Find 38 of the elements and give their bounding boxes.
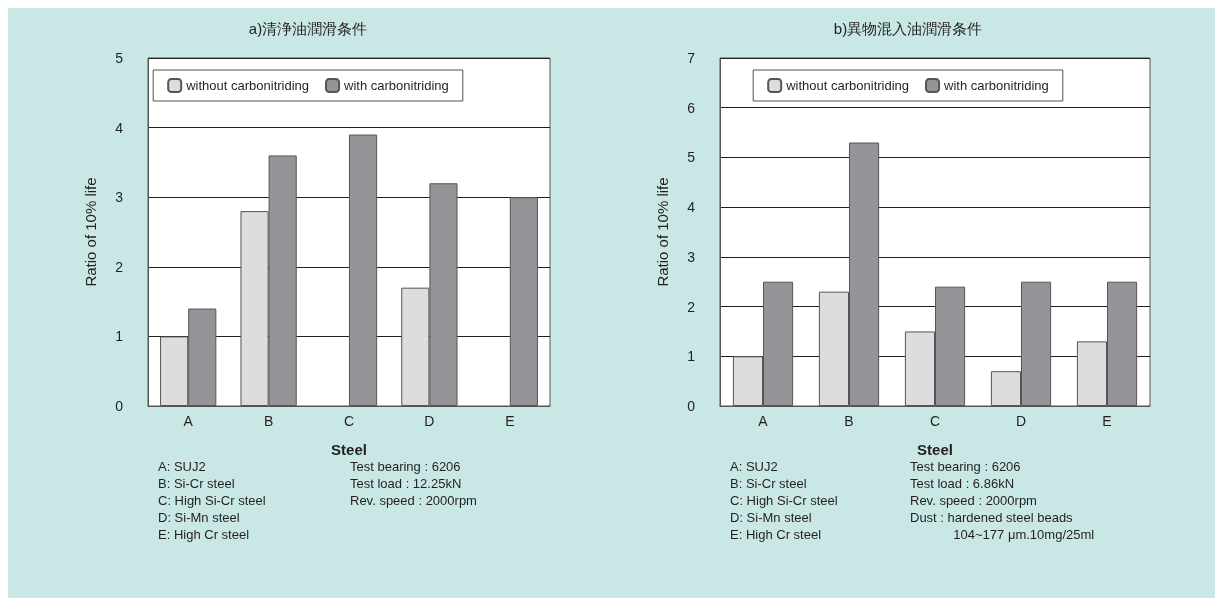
x-tick-label: B [263, 413, 274, 429]
x-tick-label: D [1015, 413, 1027, 429]
y-tick-label: 0 [115, 398, 124, 414]
x-tick-label: B [844, 413, 854, 429]
text: Test bearing : 6206 Test load : 12.25kN Rev. speed : 2000rpm [350, 459, 477, 508]
y-tick-label: 5 [115, 50, 124, 66]
y-tick-label: 1 [115, 328, 124, 345]
y-tick-label: 4 [115, 119, 124, 136]
chart-title: a)清浄油潤滑条件 [248, 20, 368, 37]
y-tick-label: 1 [687, 348, 696, 365]
x-tick-label: E [505, 413, 515, 429]
x-tick-label: A [183, 413, 194, 429]
y-tick-label: 6 [687, 99, 696, 116]
legend-label: without carbonitriding [185, 78, 310, 93]
x-tick-label: E [1102, 413, 1112, 429]
y-tick-label: 2 [687, 298, 696, 315]
legend-label: without carbonitriding [785, 78, 910, 93]
chart-title: b)異物混入油潤滑条件 [833, 20, 983, 37]
legend-label: with carbonitriding [343, 78, 449, 93]
legend-label: with carbonitriding [943, 78, 1049, 93]
x-axis-title: Steel [917, 441, 953, 458]
y-axis-title: Ratio of 10% life [82, 177, 99, 287]
y-tick-label: 4 [687, 199, 696, 216]
y-tick-label: 5 [687, 149, 696, 166]
x-tick-label: C [929, 413, 941, 429]
text: A: SUJ2 B: Si-Cr steel C: High Si-Cr steel D: Si-Mn steel E: High Cr steel [158, 459, 266, 542]
y-tick-label: 2 [115, 258, 124, 275]
y-tick-label: 3 [115, 189, 124, 206]
x-tick-label: C [343, 413, 355, 429]
y-tick-label: 0 [687, 398, 696, 414]
text: A: SUJ2 B: Si-Cr steel C: High Si-Cr steel D: Si-Mn steel E: High Cr steel [730, 459, 838, 542]
y-axis-title: Ratio of 10% life [654, 177, 671, 287]
x-tick-label: D [424, 413, 435, 429]
x-axis-title: Steel [331, 441, 367, 458]
y-tick-label: 3 [687, 248, 696, 265]
y-tick-label: 7 [687, 50, 696, 66]
x-tick-label: A [758, 413, 769, 429]
text: Test bearing : 6206 Test load : 6.86kN Rev. speed : 2000rpm Dust : hardened steel beads 104~177 μm.10mg/25ml [910, 459, 1095, 542]
